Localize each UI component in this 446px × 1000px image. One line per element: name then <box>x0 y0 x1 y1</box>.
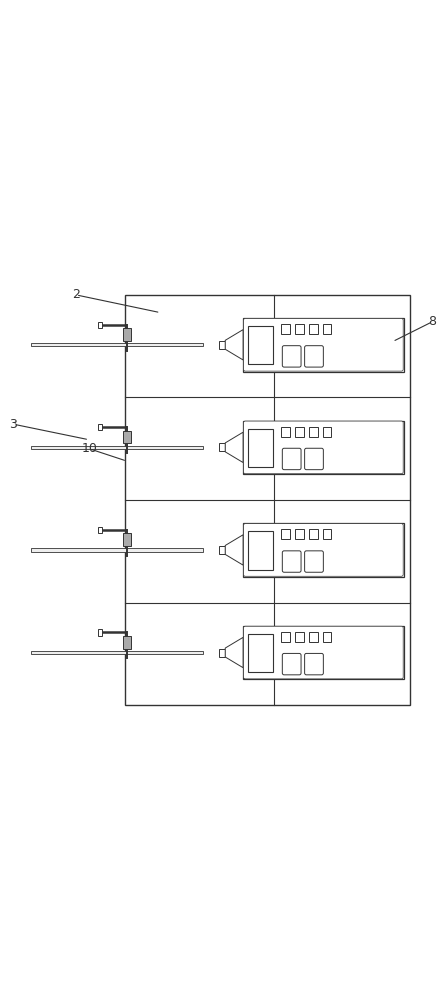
Text: 2: 2 <box>72 288 80 301</box>
Bar <box>281 632 290 642</box>
Bar <box>323 529 331 539</box>
Bar <box>31 651 203 654</box>
FancyBboxPatch shape <box>282 551 301 572</box>
Bar <box>31 446 203 449</box>
Bar <box>295 529 304 539</box>
FancyBboxPatch shape <box>305 551 323 572</box>
Bar <box>309 324 318 334</box>
Bar <box>248 531 273 570</box>
Bar <box>248 326 273 364</box>
Polygon shape <box>225 432 243 463</box>
Text: 3: 3 <box>9 418 17 431</box>
Bar <box>281 529 290 539</box>
Bar <box>309 529 318 539</box>
Bar <box>219 443 225 451</box>
Bar <box>31 343 203 346</box>
Bar <box>243 523 404 577</box>
Bar <box>31 548 203 552</box>
FancyBboxPatch shape <box>305 448 323 470</box>
Bar <box>295 632 304 642</box>
FancyBboxPatch shape <box>282 653 301 675</box>
Bar <box>309 632 318 642</box>
Bar <box>98 424 102 430</box>
FancyBboxPatch shape <box>244 421 403 474</box>
Bar <box>123 533 131 546</box>
Bar <box>323 324 331 334</box>
Bar <box>219 341 225 349</box>
FancyBboxPatch shape <box>244 318 403 371</box>
Bar <box>123 328 131 341</box>
Bar <box>248 429 273 467</box>
Bar <box>243 318 404 372</box>
FancyBboxPatch shape <box>244 524 403 576</box>
Bar <box>98 322 102 328</box>
Bar <box>323 427 331 437</box>
Bar <box>281 324 290 334</box>
Bar <box>309 427 318 437</box>
Bar <box>123 431 131 443</box>
Bar <box>219 649 225 657</box>
Polygon shape <box>225 535 243 565</box>
FancyBboxPatch shape <box>244 626 403 679</box>
FancyBboxPatch shape <box>305 653 323 675</box>
Text: 8: 8 <box>429 315 437 328</box>
Bar <box>281 427 290 437</box>
Bar <box>123 636 131 649</box>
FancyBboxPatch shape <box>282 448 301 470</box>
Bar <box>243 626 404 679</box>
Bar <box>295 324 304 334</box>
Bar <box>98 527 102 533</box>
Polygon shape <box>225 637 243 668</box>
FancyBboxPatch shape <box>282 346 301 367</box>
Bar <box>98 629 102 636</box>
Bar <box>243 421 404 474</box>
Text: 10: 10 <box>81 442 97 455</box>
Bar <box>219 546 225 554</box>
Bar <box>323 632 331 642</box>
Bar <box>295 427 304 437</box>
Bar <box>125 295 410 705</box>
FancyBboxPatch shape <box>305 346 323 367</box>
Bar <box>248 634 273 672</box>
Polygon shape <box>225 330 243 360</box>
